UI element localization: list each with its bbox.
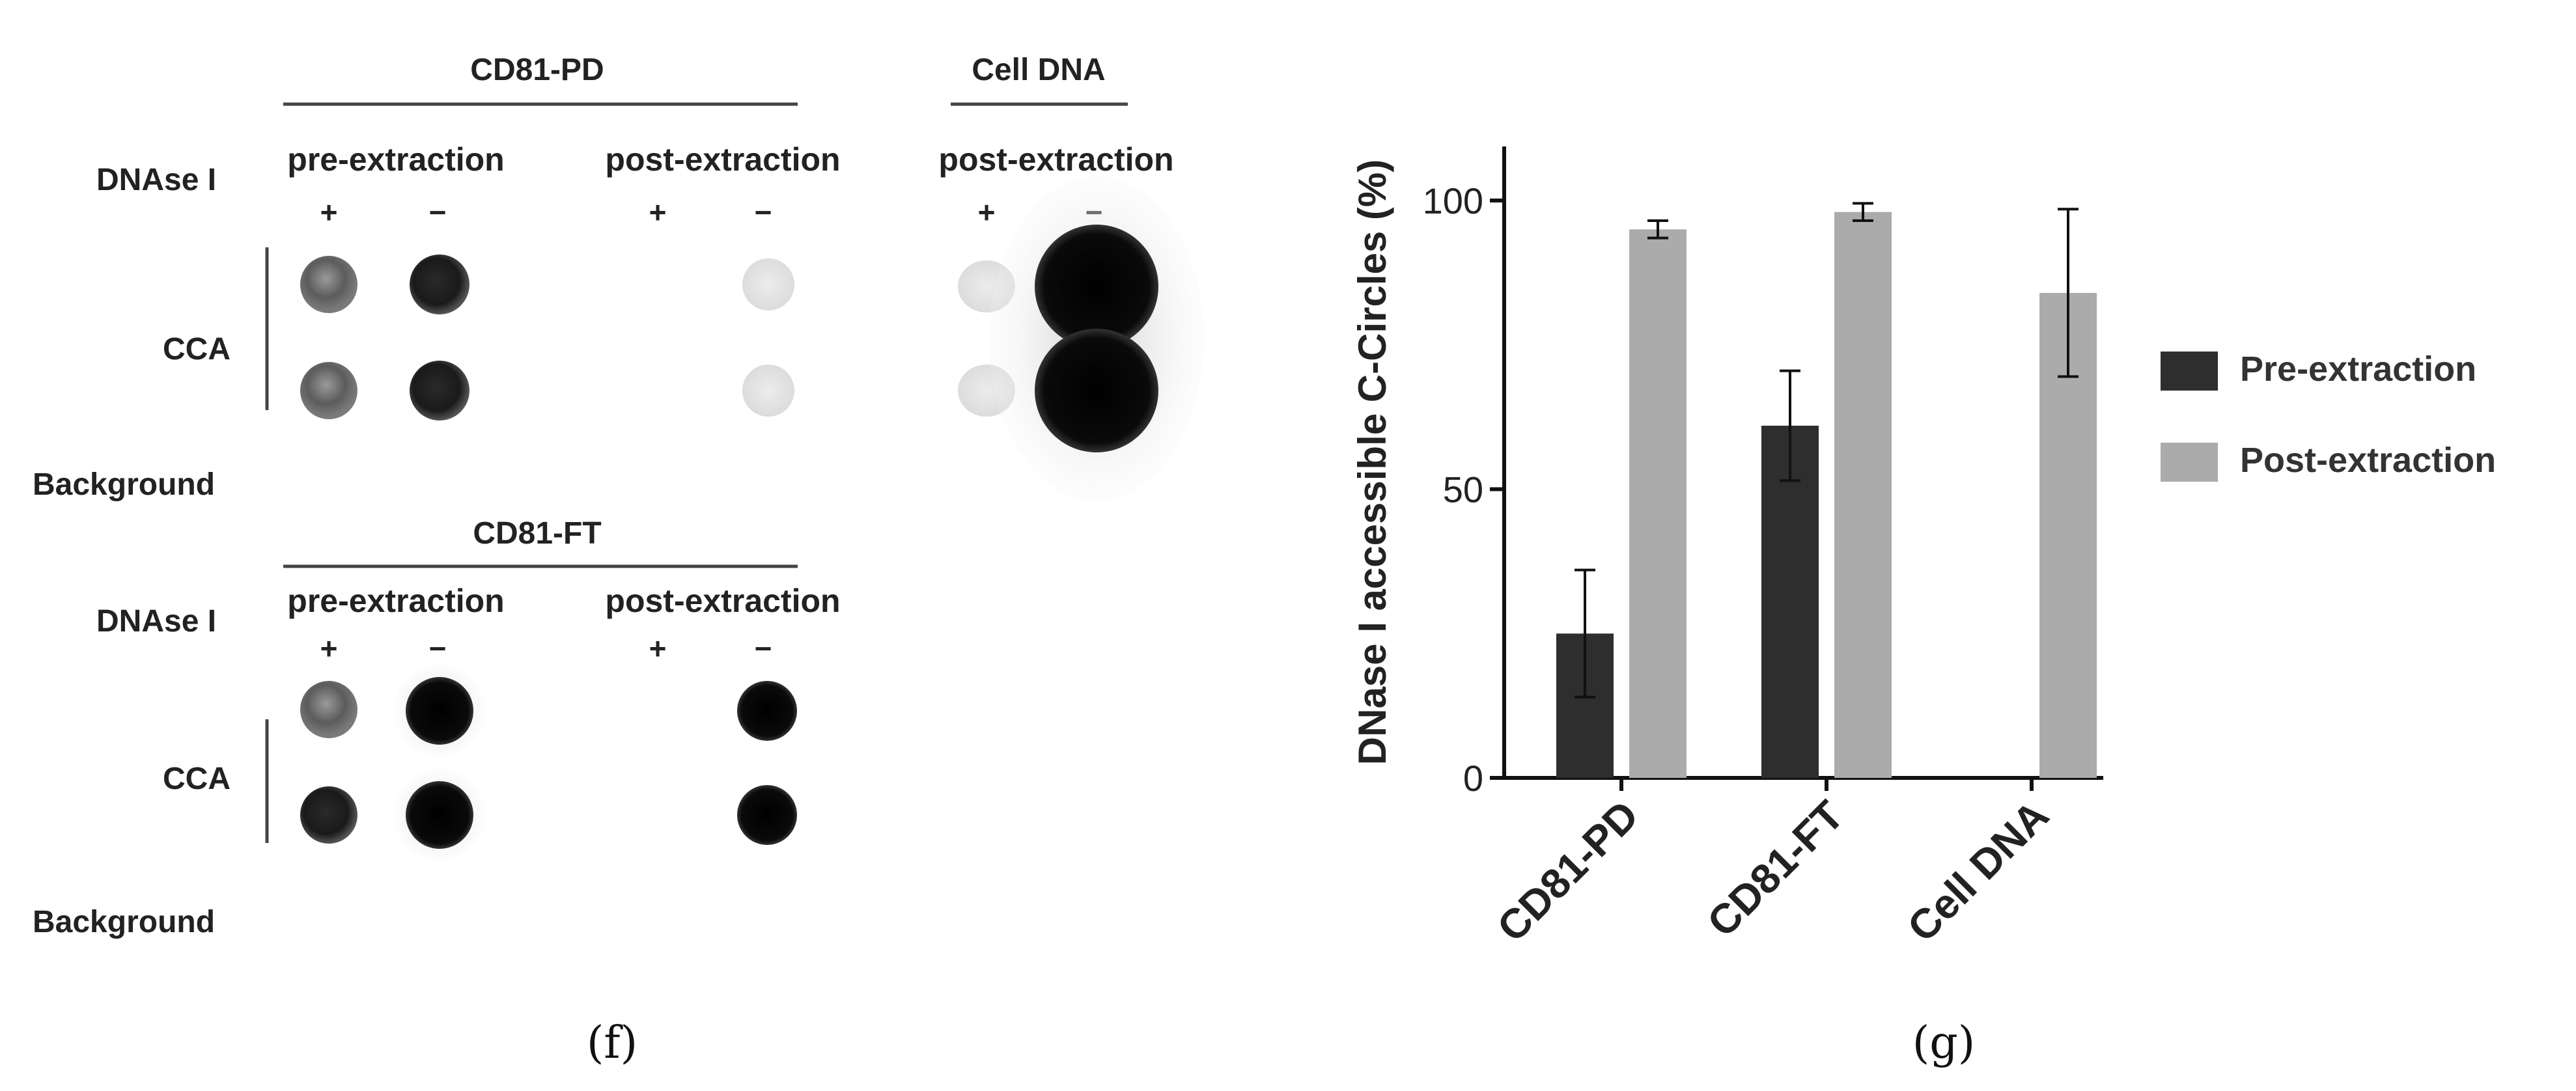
y-tick-label: 100 — [1423, 180, 1483, 221]
blot-top-minus-1: − — [429, 195, 447, 229]
blot-bottom-plus-2: + — [649, 631, 667, 665]
blot-top-dnase-label: DNAse I — [96, 163, 216, 197]
bar-post-extraction — [1834, 212, 1892, 778]
blot-bottom-minus-2: − — [755, 631, 772, 665]
x-tick-label: CD81-FT — [1698, 792, 1853, 946]
y-tick-label: 50 — [1443, 469, 1483, 510]
blot-top-cca-label: CCA — [163, 332, 231, 366]
y-axis-title: DNase I accessible C-Circles (%) — [1351, 159, 1394, 765]
blot-top-dot — [742, 365, 794, 417]
panel-f: CD81-PD Cell DNA DNAse I pre-extraction … — [33, 53, 1204, 1069]
blot-top-plus-1: + — [320, 195, 338, 229]
blot-bottom-dot — [406, 677, 473, 745]
blot-top-post-label: post-extraction — [605, 141, 840, 178]
blot-top-cell-title: Cell DNA — [972, 53, 1105, 87]
legend-swatch — [2161, 443, 2218, 482]
blot-top-dot — [410, 255, 469, 314]
blot-bottom-cca-label: CCA — [163, 762, 231, 796]
legend-swatch — [2161, 352, 2218, 391]
legend-label: Pre-extraction — [2240, 350, 2476, 389]
blot-bottom-dot — [737, 681, 797, 741]
x-tick-label: CD81-PD — [1488, 792, 1647, 951]
blot-bottom-post-label: post-extraction — [605, 583, 840, 619]
panel-g-chart: DNase I accessible C-Circles (%) 050100 … — [1351, 146, 2496, 1069]
panel-g-label: (g) — [1912, 1017, 1976, 1069]
legend: Pre-extraction Post-extraction — [2161, 350, 2496, 482]
blot-bottom-plus-1: + — [320, 631, 338, 665]
blot-top-background-label: Background — [33, 467, 215, 502]
blot-top-group-title: CD81-PD — [470, 53, 604, 87]
blot-top-cell-post-label: post-extraction — [938, 141, 1173, 178]
blot-top-minus-2: − — [755, 195, 772, 229]
bars — [1556, 202, 2097, 779]
blot-top-dot — [300, 362, 357, 419]
x-tick-label: Cell DNA — [1898, 792, 2058, 951]
blot-bottom-dot — [737, 785, 797, 845]
blot-top-dot — [1035, 329, 1158, 452]
panel-f-label: (f) — [587, 1017, 637, 1069]
blot-top-dot — [742, 258, 794, 311]
blot-bottom-dot — [300, 681, 357, 738]
blot-top-plus-2: + — [649, 195, 667, 229]
blot-top-pre-label: pre-extraction — [287, 141, 504, 178]
blot-bottom-pre-label: pre-extraction — [287, 583, 504, 619]
blot-bottom-dot — [300, 786, 357, 844]
blot-bottom-minus-1: − — [429, 631, 447, 665]
blot-bottom-dot — [406, 781, 473, 849]
blot-bottom-background-label: Background — [33, 905, 215, 939]
blot-top-dot — [300, 256, 357, 313]
blot-top-plus-3: + — [978, 195, 996, 229]
blot-top-dot — [1035, 225, 1158, 348]
blot-bottom-dnase-label: DNAse I — [96, 604, 216, 639]
y-tick-label: 0 — [1463, 758, 1483, 799]
blot-top-dot — [410, 361, 469, 421]
bar-pre-extraction — [1761, 425, 1819, 778]
y-ticks: 0 50 100 — [1423, 180, 1504, 799]
blot-bottom-group-title: CD81-FT — [473, 516, 601, 551]
x-ticks: CD81-PD CD81-FT Cell DNA — [1488, 778, 2058, 951]
legend-label: Post-extraction — [2240, 441, 2496, 480]
bar-post-extraction — [1629, 229, 1687, 779]
